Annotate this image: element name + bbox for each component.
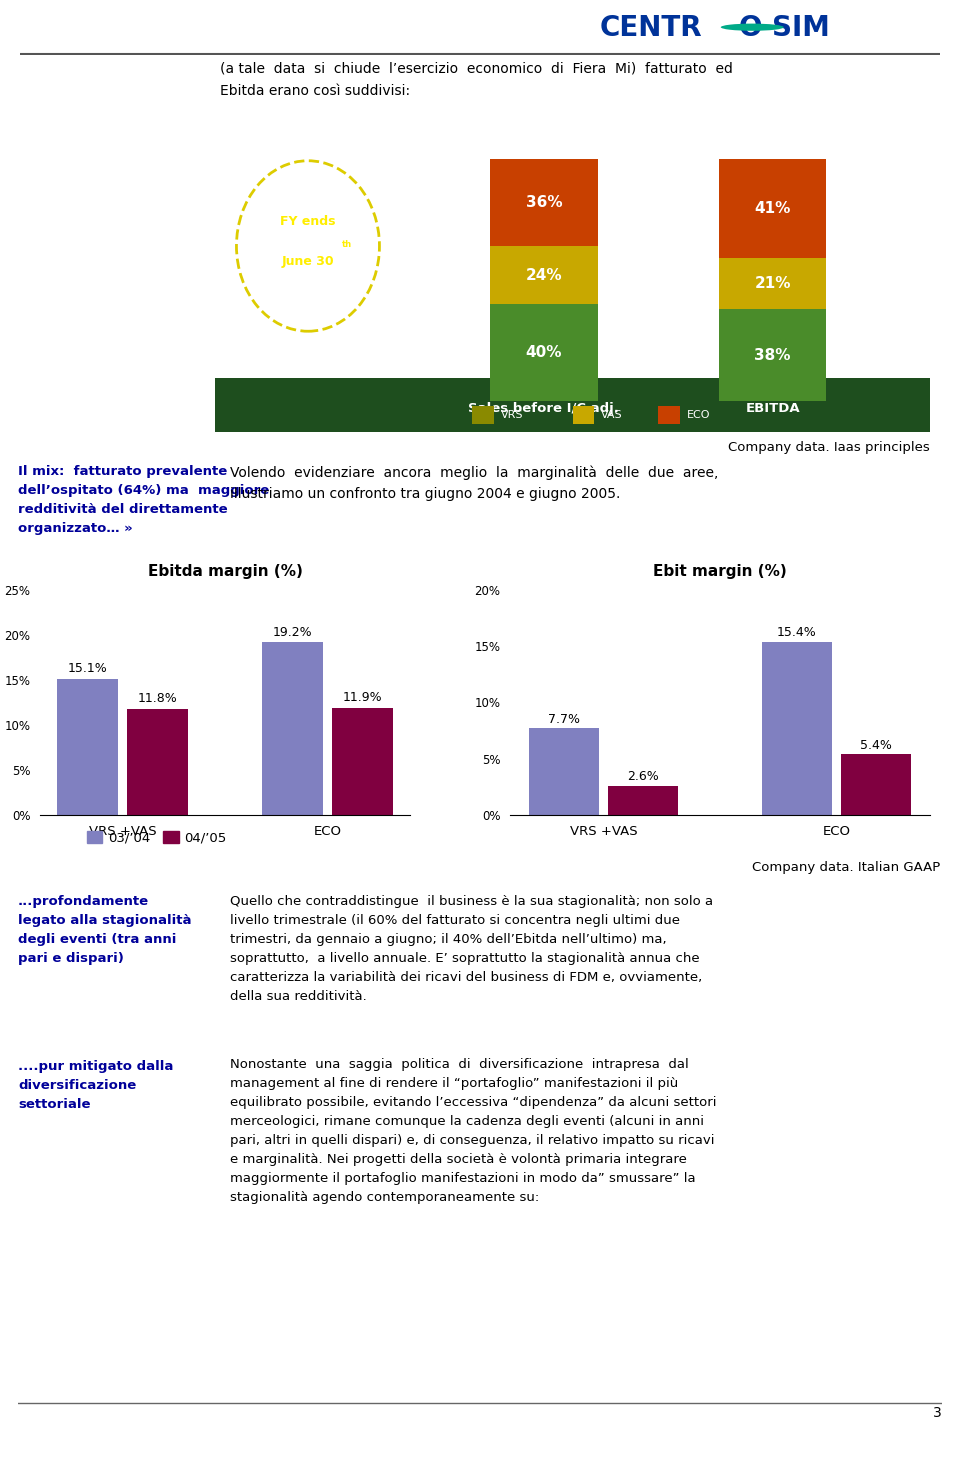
Legend: 03/’04, 04/’05: 03/’04, 04/’05 [86, 831, 227, 844]
FancyBboxPatch shape [491, 247, 597, 304]
Text: 11.8%: 11.8% [137, 693, 178, 706]
Text: 11.9%: 11.9% [343, 691, 382, 704]
Text: EBITDA: EBITDA [745, 402, 800, 415]
Bar [331, 709, 394, 815]
Bar [262, 643, 324, 815]
Text: 19.2%: 19.2% [273, 625, 313, 638]
Text: 41%: 41% [755, 202, 791, 216]
FancyBboxPatch shape [472, 406, 493, 424]
Text: 2.6%: 2.6% [627, 770, 660, 783]
Text: 15.1%: 15.1% [68, 662, 108, 675]
Text: ...profondamente
legato alla stagionalità
degli eventi (tra anni
pari e dispari): ...profondamente legato alla stagionalit… [18, 896, 191, 966]
Text: Il mix:  fatturato prevalente
dell’ospitato (64%) ma  maggiore
redditività del d: Il mix: fatturato prevalente dell’ospita… [18, 465, 269, 535]
Text: VAS: VAS [601, 411, 623, 419]
Text: O: O [738, 15, 761, 42]
Text: 38%: 38% [755, 348, 791, 362]
Circle shape [721, 23, 783, 31]
FancyBboxPatch shape [659, 406, 680, 424]
Text: 7.7%: 7.7% [548, 713, 580, 726]
Bar [841, 754, 911, 815]
Bar [609, 786, 678, 815]
Text: € 34 mn: € 34 mn [732, 131, 813, 149]
Title: Ebitda margin (%): Ebitda margin (%) [148, 564, 302, 579]
FancyBboxPatch shape [429, 400, 844, 432]
FancyBboxPatch shape [572, 406, 594, 424]
Bar [762, 641, 831, 815]
Title: Ebit margin (%): Ebit margin (%) [653, 564, 787, 579]
Text: VRS: VRS [501, 411, 523, 419]
Text: 21%: 21% [755, 276, 791, 291]
FancyBboxPatch shape [215, 378, 930, 432]
Text: Company data. Italian GAAP: Company data. Italian GAAP [752, 861, 940, 874]
Text: 24%: 24% [525, 267, 563, 283]
Bar [57, 679, 118, 815]
Bar [127, 709, 188, 815]
Text: 36%: 36% [525, 196, 563, 210]
Bar [529, 729, 599, 815]
FancyBboxPatch shape [719, 259, 827, 310]
Text: June 30: June 30 [281, 256, 334, 267]
Text: 3: 3 [933, 1405, 942, 1420]
Text: th: th [342, 240, 352, 248]
Text: CENTR: CENTR [600, 15, 703, 42]
FancyBboxPatch shape [491, 159, 597, 247]
Text: ....pur mitigato dalla
diversificazione
settoriale: ....pur mitigato dalla diversificazione … [18, 1061, 174, 1110]
Text: 5.4%: 5.4% [860, 739, 892, 752]
Text: Quello che contraddistingue  il business è la sua stagionalità; non solo a
livel: Quello che contraddistingue il business … [230, 896, 713, 1004]
FancyBboxPatch shape [491, 304, 597, 400]
Text: Nonostante  una  saggia  politica  di  diversificazione  intrapresa  dal
managem: Nonostante una saggia politica di divers… [230, 1058, 716, 1204]
Text: 15.4%: 15.4% [777, 627, 817, 640]
FancyBboxPatch shape [719, 310, 827, 400]
Text: ECO: ECO [687, 411, 710, 419]
Text: (a tale  data  si  chiude  l’esercizio  economico  di  Fiera  Mi)  fatturato  ed: (a tale data si chiude l’esercizio econo… [220, 61, 732, 98]
Text: FY ends: FY ends [280, 215, 336, 228]
Text: € 331 mn: € 331 mn [497, 131, 591, 149]
Text: Sales before I/C adj.: Sales before I/C adj. [468, 402, 619, 415]
Text: SIM: SIM [772, 15, 829, 42]
Text: Company data. Iaas principles: Company data. Iaas principles [729, 441, 930, 454]
Text: Volendo  evidenziare  ancora  meglio  la  marginalità  delle  due  aree,
illustr: Volendo evidenziare ancora meglio la mar… [230, 465, 718, 501]
FancyBboxPatch shape [719, 159, 827, 259]
Text: 40%: 40% [526, 345, 563, 361]
